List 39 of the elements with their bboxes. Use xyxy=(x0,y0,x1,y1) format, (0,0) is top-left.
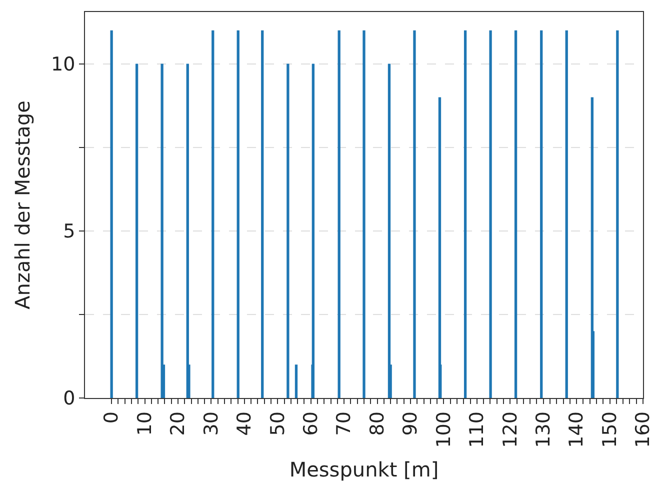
x-tick-label: 0 xyxy=(100,412,123,424)
x-tick-label: 10 xyxy=(134,412,156,436)
y-tick-label: 10 xyxy=(51,53,76,76)
bar xyxy=(565,30,568,398)
bar xyxy=(135,64,138,398)
x-tick-label: 70 xyxy=(333,412,356,436)
y-axis-title: Anzahl der Messtage xyxy=(10,100,35,310)
x-tick-label: 30 xyxy=(200,412,222,436)
bar xyxy=(514,30,518,398)
x-tick-label: 80 xyxy=(366,412,388,436)
x-tick-label: 60 xyxy=(300,412,322,436)
x-tick-label: 100 xyxy=(432,412,455,448)
bar xyxy=(616,30,619,398)
bar xyxy=(286,64,290,398)
x-axis-title: Messpunkt [m] xyxy=(289,457,439,482)
bar xyxy=(413,30,416,398)
x-tick-label: 110 xyxy=(466,412,488,448)
x-tick-label: 120 xyxy=(499,412,522,448)
bar xyxy=(338,30,340,398)
x-tick-label: 90 xyxy=(400,412,422,436)
bar xyxy=(110,30,113,398)
x-tick-label: 20 xyxy=(167,412,190,436)
bar xyxy=(362,30,366,398)
y-tick-label: 5 xyxy=(63,220,76,243)
bar xyxy=(489,30,492,398)
bar xyxy=(212,30,214,398)
x-tick-label: 40 xyxy=(234,412,256,436)
x-tick-label: 150 xyxy=(598,412,621,448)
x-tick-label: 130 xyxy=(532,412,555,448)
bar xyxy=(294,364,298,398)
bar xyxy=(464,30,467,398)
bar xyxy=(261,30,264,398)
y-tick-label: 0 xyxy=(63,388,76,410)
bar xyxy=(236,30,240,398)
x-tick-label: 140 xyxy=(566,412,588,448)
x-tick-label: 50 xyxy=(266,412,289,436)
x-tick-label: 160 xyxy=(632,412,654,448)
bar xyxy=(160,64,164,398)
bar xyxy=(540,30,543,398)
